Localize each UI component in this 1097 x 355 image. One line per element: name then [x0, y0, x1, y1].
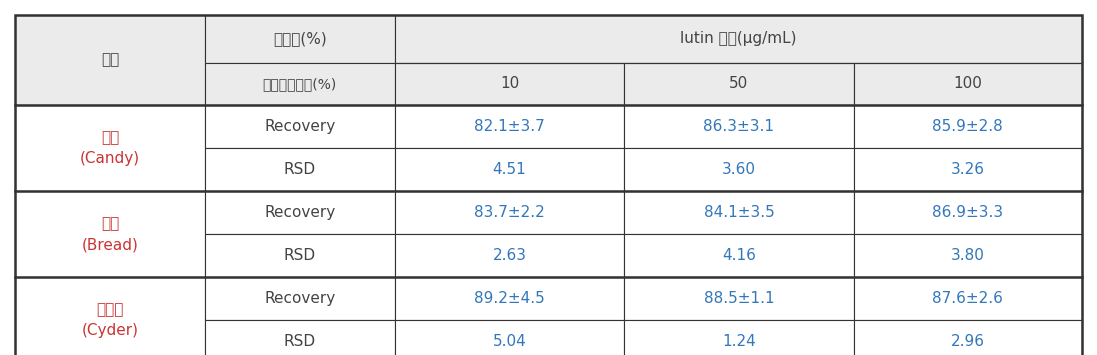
Text: 상대표준편차(%): 상대표준편차(%) — [263, 77, 337, 91]
Bar — [395, 63, 624, 105]
Text: (Candy): (Candy) — [80, 151, 140, 166]
Bar — [15, 277, 205, 355]
Bar — [205, 320, 395, 355]
Text: (Bread): (Bread) — [81, 237, 138, 252]
Bar — [395, 277, 624, 320]
Bar — [853, 191, 1082, 234]
Bar — [205, 148, 395, 191]
Text: Recovery: Recovery — [264, 119, 336, 134]
Text: RSD: RSD — [284, 248, 316, 263]
Bar — [395, 105, 624, 148]
Text: 회수율(%): 회수율(%) — [273, 32, 327, 47]
Bar — [205, 105, 395, 148]
Bar — [853, 277, 1082, 320]
Bar — [395, 234, 624, 277]
Text: 100: 100 — [953, 76, 982, 92]
Bar — [853, 148, 1082, 191]
Text: Recovery: Recovery — [264, 205, 336, 220]
Bar — [15, 15, 205, 105]
Text: 사탕: 사탕 — [101, 130, 120, 145]
Bar — [624, 148, 853, 191]
Text: 사이다: 사이다 — [97, 302, 124, 317]
Bar — [624, 63, 853, 105]
Bar — [205, 234, 395, 277]
Bar — [624, 191, 853, 234]
Text: 1.24: 1.24 — [722, 334, 756, 349]
Bar — [205, 63, 395, 105]
Bar — [624, 105, 853, 148]
Bar — [624, 234, 853, 277]
Bar — [205, 15, 395, 63]
Text: 10: 10 — [500, 76, 519, 92]
Text: 5.04: 5.04 — [493, 334, 527, 349]
Text: RSD: RSD — [284, 334, 316, 349]
Text: 2.63: 2.63 — [493, 248, 527, 263]
Bar — [853, 105, 1082, 148]
Text: 88.5±1.1: 88.5±1.1 — [703, 291, 774, 306]
Text: lutin 농도(μg/mL): lutin 농도(μg/mL) — [680, 32, 796, 47]
Text: 86.3±3.1: 86.3±3.1 — [703, 119, 774, 134]
Text: 86.9±3.3: 86.9±3.3 — [932, 205, 1004, 220]
Text: Recovery: Recovery — [264, 291, 336, 306]
Bar — [395, 320, 624, 355]
Bar — [624, 320, 853, 355]
Text: 4.51: 4.51 — [493, 162, 527, 177]
Bar — [395, 148, 624, 191]
Text: 4.16: 4.16 — [722, 248, 756, 263]
Text: 82.1±3.7: 82.1±3.7 — [474, 119, 545, 134]
Bar — [624, 277, 853, 320]
Bar — [205, 191, 395, 234]
Text: 식품: 식품 — [101, 53, 120, 67]
Text: 84.1±3.5: 84.1±3.5 — [703, 205, 774, 220]
Text: 89.2±4.5: 89.2±4.5 — [474, 291, 545, 306]
Text: 85.9±2.8: 85.9±2.8 — [932, 119, 1003, 134]
Bar — [853, 320, 1082, 355]
Text: 식빵: 식빵 — [101, 216, 120, 231]
Bar — [15, 105, 205, 191]
Text: 3.60: 3.60 — [722, 162, 756, 177]
Bar — [205, 277, 395, 320]
Text: RSD: RSD — [284, 162, 316, 177]
Text: 50: 50 — [730, 76, 748, 92]
Bar — [15, 191, 205, 277]
Text: 87.6±2.6: 87.6±2.6 — [932, 291, 1004, 306]
Bar — [853, 63, 1082, 105]
Bar — [853, 234, 1082, 277]
Text: 83.7±2.2: 83.7±2.2 — [474, 205, 545, 220]
Text: 2.96: 2.96 — [951, 334, 985, 349]
Text: 3.26: 3.26 — [951, 162, 985, 177]
Text: 3.80: 3.80 — [951, 248, 985, 263]
Bar — [395, 191, 624, 234]
Text: (Cyder): (Cyder) — [81, 323, 138, 338]
Bar — [395, 15, 1082, 63]
